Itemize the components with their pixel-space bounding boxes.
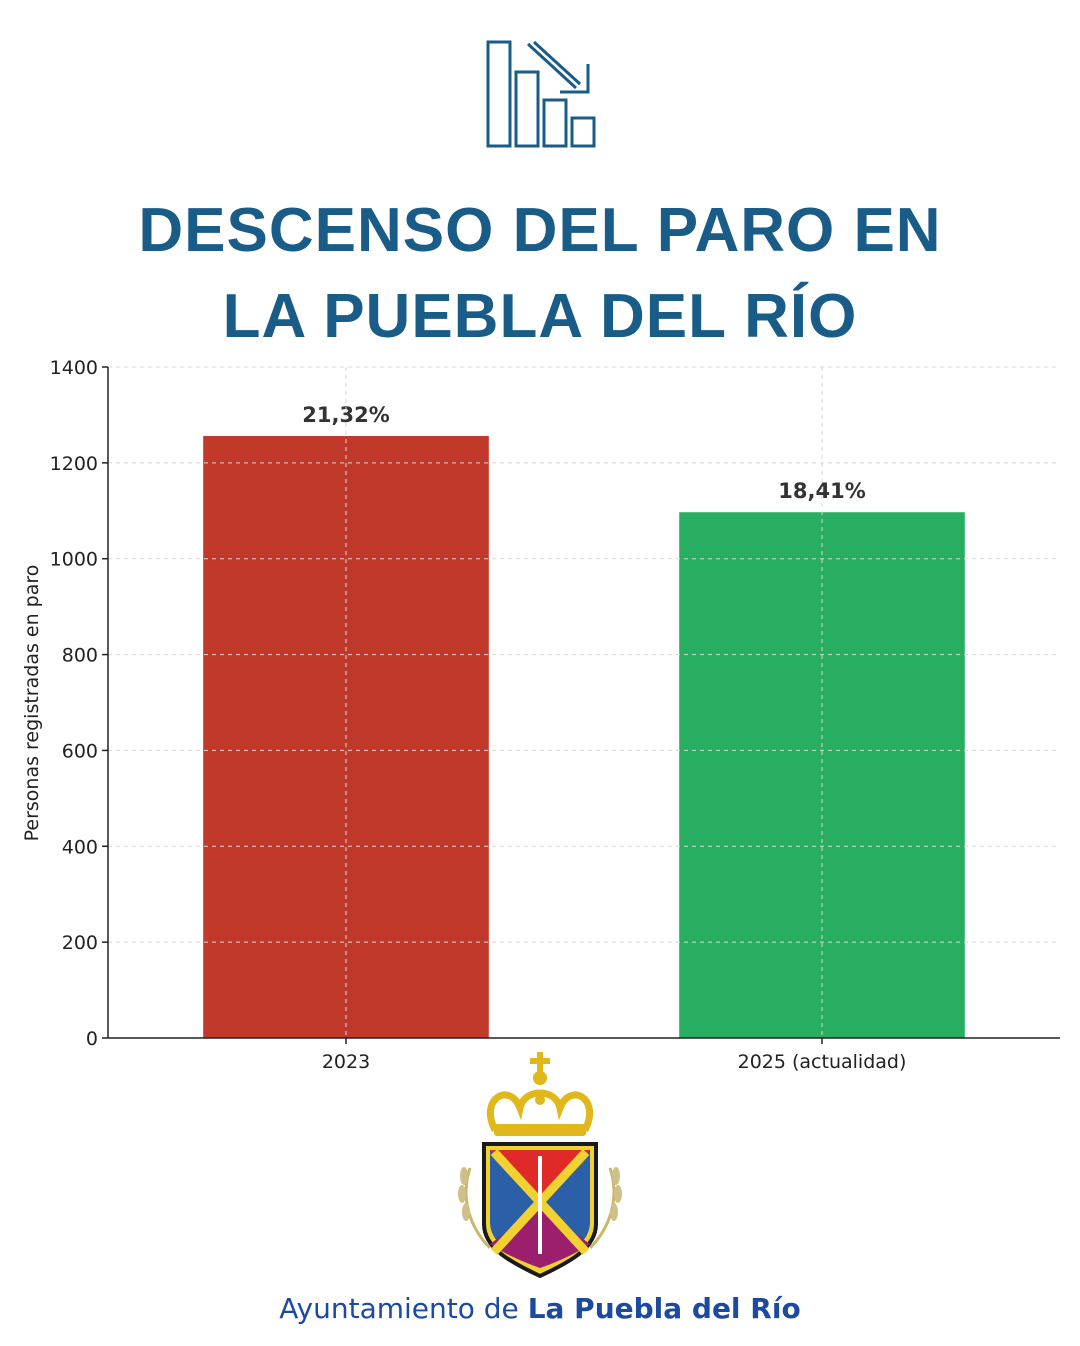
y-tick-label: 0 — [86, 1028, 98, 1050]
y-tick-label: 400 — [62, 836, 98, 858]
y-tick-label: 1200 — [50, 453, 98, 475]
bar-chart: 21,32%18,41% Personas registradas en par… — [21, 357, 1060, 1073]
footer-text: Ayuntamiento de La Puebla del Río — [0, 1292, 1080, 1325]
bar-data-label: 18,41% — [778, 479, 865, 503]
crown-icon — [486, 1052, 594, 1136]
page-title: DESCENSO DEL PARO EN LA PUEBLA DEL RÍO — [0, 188, 1080, 360]
title-line-1: DESCENSO DEL PARO EN — [138, 196, 942, 265]
x-tick-label: 2025 (actualidad) — [738, 1051, 907, 1073]
x-tick-label: 2023 — [322, 1051, 370, 1073]
coat-of-arms-crest — [458, 1052, 622, 1279]
axes: 0 200 400 600 800 1000 1200 1400 2023 2025 (actua… — [50, 357, 1060, 1073]
y-tick-label: 200 — [62, 932, 98, 954]
y-tick-label: 1400 — [50, 357, 98, 379]
y-tick-label: 600 — [62, 740, 98, 762]
declining-bar-chart-icon — [486, 40, 596, 148]
y-tick-label: 1000 — [50, 549, 98, 571]
footer-organization: La Puebla del Río — [527, 1292, 801, 1325]
y-axis-label: Personas registradas en paro — [21, 565, 43, 842]
title-line-2: LA PUEBLA DEL RÍO — [222, 282, 858, 351]
footer-prefix: Ayuntamiento de — [279, 1292, 528, 1325]
bars: 21,32%18,41% — [203, 403, 965, 1038]
y-tick-label: 800 — [62, 645, 98, 667]
